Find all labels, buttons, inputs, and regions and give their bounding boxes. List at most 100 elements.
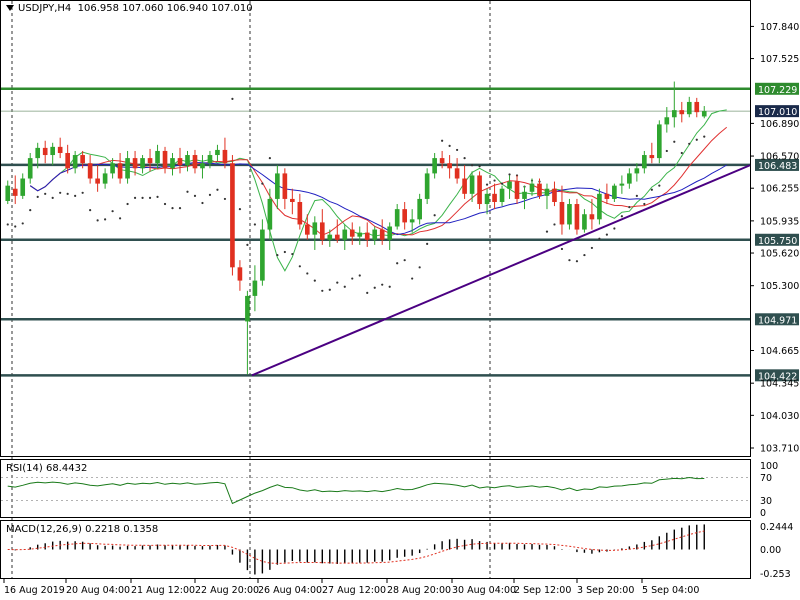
x-tick-label-0: 16 Aug 2019 <box>4 585 65 596</box>
macd-axis-label-0: 0.2444 <box>760 522 793 533</box>
candle-body-38 <box>290 198 295 202</box>
macd-axis-label-1: 0.00 <box>760 545 781 556</box>
candle-66 <box>499 185 505 207</box>
candle-body-35 <box>267 198 273 230</box>
candle-35 <box>267 188 273 240</box>
sar-dot-37 <box>283 250 286 254</box>
sar-dot-74 <box>560 247 564 251</box>
sar-dot-13 <box>104 218 107 221</box>
sar-dot-18 <box>141 196 144 200</box>
candle-22 <box>170 152 175 176</box>
candle-body-60 <box>454 168 460 179</box>
candle-body-48 <box>364 232 370 240</box>
candle-body-75 <box>567 204 572 225</box>
candle-body-23 <box>177 158 183 166</box>
candle-body-84 <box>634 168 640 174</box>
sar-dot-41 <box>313 279 316 282</box>
candle-53 <box>402 201 408 230</box>
ma-fast-line <box>29 109 727 272</box>
candle-65 <box>492 183 497 210</box>
x-tick-label-5: 27 Aug 12:00 <box>322 585 386 596</box>
sar-dot-53 <box>403 259 406 262</box>
candle-body-88 <box>664 117 670 125</box>
rsi-axis-label-1: 70 <box>760 473 772 484</box>
sar-dot-5 <box>44 192 47 195</box>
candle-body-5 <box>42 147 48 156</box>
candle-6 <box>50 142 56 166</box>
candle-67 <box>507 175 512 199</box>
sar-dot-59 <box>448 144 451 147</box>
candle-body-50 <box>379 229 385 240</box>
level-tag-2 <box>755 233 799 246</box>
candle-40 <box>304 214 310 240</box>
candle-12 <box>95 165 100 192</box>
sar-dot-36 <box>276 253 279 257</box>
candle-29 <box>222 137 228 169</box>
candle-25 <box>192 149 198 174</box>
candle-56 <box>424 168 430 205</box>
sar-dot-1 <box>14 225 17 228</box>
candle-body-45 <box>342 229 348 240</box>
macd-label: MACD(12,26,9) 0.2218 0.1358 <box>6 524 159 535</box>
candle-body-92 <box>694 101 700 113</box>
candle-80 <box>604 183 610 205</box>
candle-body-49 <box>372 229 378 240</box>
sar-dot-38 <box>291 252 294 256</box>
candle-body-25 <box>192 155 198 169</box>
candle-body-71 <box>537 183 542 196</box>
candle-body-11 <box>87 163 93 179</box>
candle-82 <box>619 175 625 194</box>
candle-91 <box>686 96 692 118</box>
candle-body-37 <box>282 173 288 199</box>
candle-body-28 <box>215 149 220 156</box>
candle-body-33 <box>252 280 258 296</box>
sar-dot-44 <box>336 281 339 284</box>
candle-body-56 <box>424 173 430 199</box>
candle-37 <box>282 168 288 210</box>
parabolic-sar <box>6 97 706 294</box>
sar-dot-90 <box>680 151 683 155</box>
sar-dot-33 <box>253 223 256 226</box>
sar-dot-4 <box>36 195 39 198</box>
candle-28 <box>215 144 220 162</box>
candle-11 <box>87 155 93 184</box>
sar-dot-23 <box>178 207 182 210</box>
y-tick-label-16: 104.030 <box>760 411 799 422</box>
candle-body-6 <box>50 146 56 156</box>
candle-body-67 <box>507 181 512 189</box>
candle-70 <box>529 178 535 196</box>
rsi-label: RSI(14) 68.4432 <box>6 463 88 474</box>
candle-38 <box>290 188 295 215</box>
candle-59 <box>447 155 452 179</box>
candle-body-79 <box>597 193 602 220</box>
candle-body-26 <box>200 163 205 169</box>
sar-dot-50 <box>381 283 384 286</box>
candle-body-29 <box>222 149 228 164</box>
candle-24 <box>185 150 190 172</box>
level-tag-1 <box>755 158 799 171</box>
y-tick-label-4: 106.890 <box>760 119 799 130</box>
candle-body-58 <box>439 158 445 164</box>
candle-31 <box>237 260 243 291</box>
candle-89 <box>671 81 677 128</box>
price-axis: 107.840 107.525 106.890 106.570 106.255 105.9… <box>750 22 799 455</box>
sar-dot-39 <box>298 265 301 268</box>
candle-body-86 <box>649 155 655 159</box>
level-tag-text-1: 106.483 <box>758 161 797 172</box>
sar-dot-55 <box>418 266 421 269</box>
level-tag-text-4: 104.422 <box>758 371 797 382</box>
sar-dot-30 <box>231 97 234 100</box>
main-panel <box>0 0 751 457</box>
candle-76 <box>574 198 580 235</box>
candle-body-43 <box>327 234 333 240</box>
sar-dot-15 <box>118 217 122 220</box>
candle-body-13 <box>102 173 108 184</box>
candle-1 <box>12 175 18 205</box>
dropdown-arrow-icon[interactable] <box>6 5 14 11</box>
macd-indicator: 0.2444 0.00 -0.253 <box>7 522 793 580</box>
candle-body-36 <box>275 173 280 199</box>
candle-19 <box>147 148 153 172</box>
rsi-axis-label-0: 100 <box>760 461 778 472</box>
